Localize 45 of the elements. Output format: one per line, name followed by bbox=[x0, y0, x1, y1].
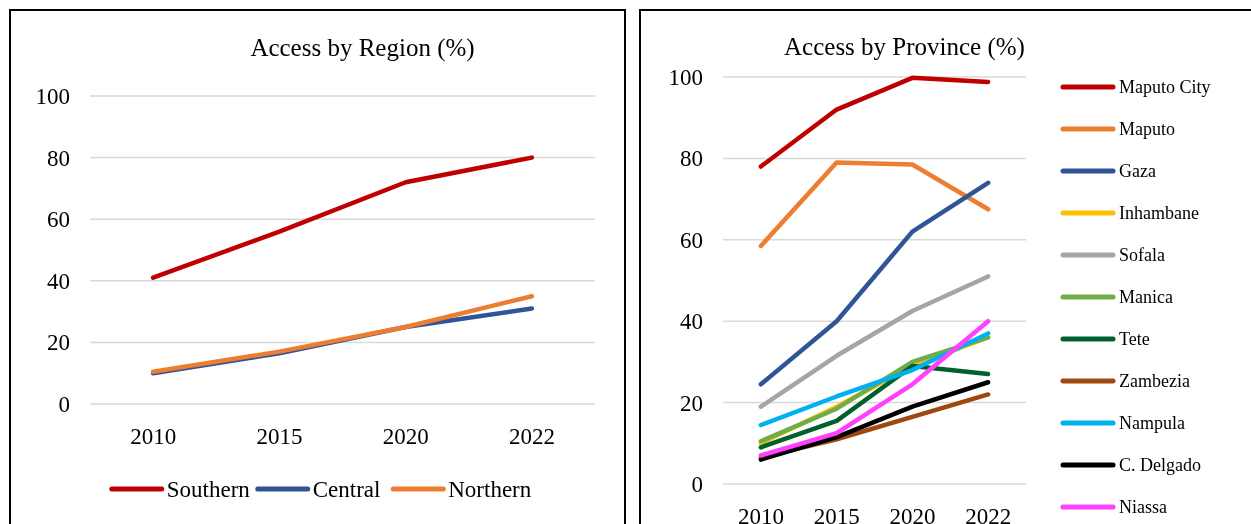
legend-label: Maputo bbox=[1119, 119, 1175, 139]
legend-label: Southern bbox=[166, 477, 251, 502]
line-series bbox=[150, 293, 535, 374]
y-tick-label: 100 bbox=[668, 65, 703, 90]
chart-title: Access by Region (%) bbox=[250, 34, 475, 62]
line-series bbox=[758, 160, 991, 249]
legend-label: Inhambane bbox=[1119, 203, 1199, 223]
line-series bbox=[758, 274, 991, 409]
y-tick-label: 60 bbox=[680, 227, 703, 253]
y-tick-label: 20 bbox=[680, 390, 703, 416]
x-tick-label: 2010 bbox=[130, 424, 177, 449]
legend-label: Manica bbox=[1119, 287, 1173, 307]
legend-label: Niassa bbox=[1119, 497, 1167, 517]
y-tick-label: 80 bbox=[47, 145, 70, 171]
line-series bbox=[758, 331, 991, 428]
chart-title: Access by Province (%) bbox=[784, 33, 1025, 61]
x-tick-label: 2020 bbox=[382, 424, 429, 449]
legend-label: C. Delgado bbox=[1119, 455, 1201, 475]
x-tick-label: 2022 bbox=[965, 504, 1012, 524]
line-series bbox=[758, 380, 991, 462]
y-tick-label: 0 bbox=[58, 392, 70, 417]
y-tick-label: 60 bbox=[47, 207, 70, 233]
x-tick-label: 2022 bbox=[508, 424, 555, 449]
legend-label: Sofala bbox=[1119, 245, 1165, 265]
legend-label: Northern bbox=[448, 477, 532, 502]
legend-label: Central bbox=[312, 477, 381, 502]
x-tick-label: 2020 bbox=[889, 504, 936, 524]
y-tick-label: 20 bbox=[47, 330, 70, 356]
y-tick-label: 40 bbox=[47, 268, 70, 294]
y-tick-label: 80 bbox=[680, 146, 703, 172]
legend-label: Gaza bbox=[1119, 161, 1156, 181]
y-tick-label: 40 bbox=[680, 309, 703, 335]
line-series bbox=[150, 155, 535, 280]
legend-label: Nampula bbox=[1119, 413, 1185, 433]
legend-label: Tete bbox=[1119, 329, 1150, 349]
y-tick-label: 0 bbox=[691, 472, 703, 497]
x-tick-label: 2015 bbox=[256, 424, 303, 449]
y-tick-label: 100 bbox=[35, 84, 70, 109]
legend-label: Zambezia bbox=[1119, 371, 1190, 391]
x-tick-label: 2015 bbox=[813, 504, 860, 524]
line-series bbox=[758, 318, 991, 458]
legend-label: Maputo City bbox=[1119, 77, 1211, 97]
line-series bbox=[758, 75, 991, 169]
x-tick-label: 2010 bbox=[737, 504, 784, 524]
line-series bbox=[758, 180, 991, 387]
